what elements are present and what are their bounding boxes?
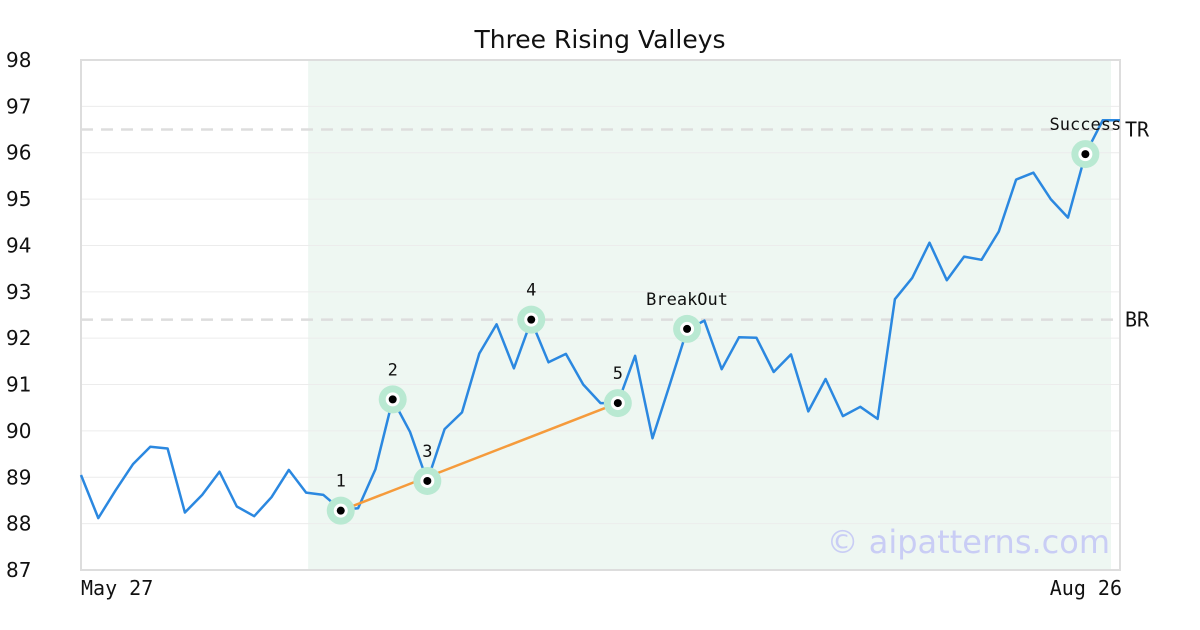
y-tick-label: 87 — [6, 558, 31, 582]
x-axis-ticks: May 27 Aug 26 — [81, 576, 1122, 600]
marker-4: 4 — [517, 281, 546, 334]
y-tick-label: 98 — [6, 48, 31, 72]
marker-success: Success — [1050, 115, 1122, 169]
marker-dot — [613, 399, 622, 408]
marker-label: 2 — [388, 360, 398, 380]
trendline — [340, 401, 619, 512]
pattern-markers: 1 2 3 4 5 BreakOut Success — [326, 115, 1122, 525]
y-tick-label: 94 — [6, 233, 31, 257]
marker-breakout: BreakOut — [646, 290, 728, 343]
pattern-trendline — [340, 401, 619, 512]
y-tick-label: 92 — [6, 326, 31, 350]
marker-label: 1 — [336, 472, 346, 492]
plot-frame — [80, 59, 1121, 571]
level-lines: TR BR — [81, 118, 1150, 332]
y-tick-label: 96 — [6, 141, 31, 165]
y-tick-label: 95 — [6, 187, 31, 211]
marker-dot — [683, 324, 692, 333]
marker-label: 3 — [422, 442, 432, 462]
marker-label: 5 — [613, 364, 623, 384]
gridlines — [81, 105, 1120, 525]
marker-label: BreakOut — [646, 290, 728, 310]
level-label-tr: TR — [1125, 118, 1150, 142]
marker-dot — [336, 506, 345, 515]
marker-dot — [423, 476, 432, 485]
y-tick-label: 89 — [6, 465, 31, 489]
marker-3: 3 — [413, 442, 442, 495]
chart-title: Three Rising Valleys — [473, 25, 725, 54]
x-tick-label: May 27 — [81, 576, 153, 600]
price-series — [79, 119, 1120, 520]
watermark: © aipatterns.com — [827, 523, 1110, 561]
x-tick-label: Aug 26 — [1050, 576, 1122, 600]
y-axis-ticks: 87 88 89 90 91 92 93 94 95 96 97 98 — [6, 48, 31, 582]
marker-5: 5 — [603, 364, 632, 418]
y-tick-label: 97 — [6, 94, 31, 118]
y-tick-label: 93 — [6, 280, 31, 304]
highlight-region — [308, 60, 1111, 570]
marker-label: 4 — [526, 281, 536, 301]
marker-2: 2 — [378, 360, 407, 414]
highlight-rect — [308, 60, 1111, 570]
marker-dot — [527, 315, 536, 324]
y-tick-label: 88 — [6, 512, 31, 536]
y-tick-label: 91 — [6, 373, 31, 397]
level-label-br: BR — [1125, 308, 1150, 332]
price-line — [79, 119, 1120, 520]
marker-dot — [388, 395, 397, 404]
marker-1: 1 — [326, 472, 355, 525]
y-tick-label: 90 — [6, 419, 31, 443]
marker-dot — [1081, 150, 1090, 159]
marker-label: Success — [1050, 115, 1122, 135]
